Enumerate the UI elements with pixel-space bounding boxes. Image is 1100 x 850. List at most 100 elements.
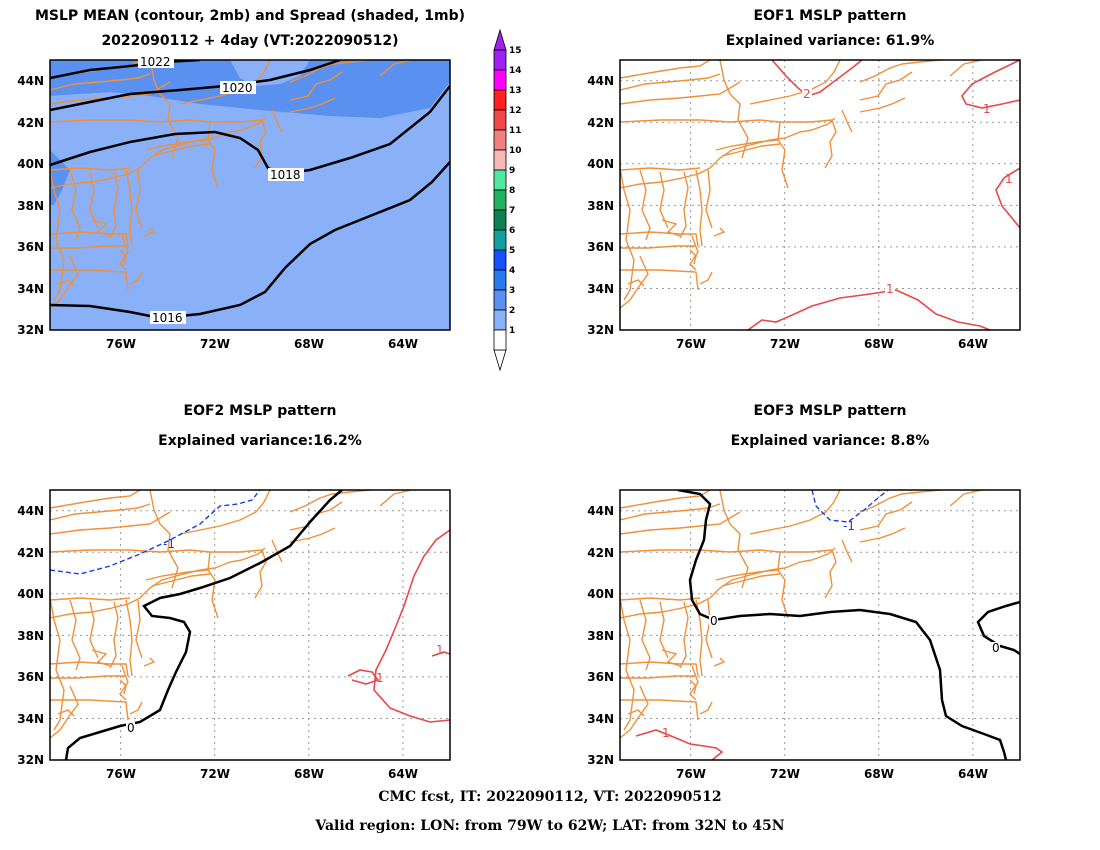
svg-text:68W: 68W xyxy=(294,337,324,351)
svg-text:72W: 72W xyxy=(200,767,230,781)
panel1-subtitle: 2022090112 + 4day (VT:2022090512) xyxy=(101,33,399,49)
colorbar-swatch xyxy=(493,269,507,291)
panel2-title: EOF1 MSLP pattern xyxy=(753,8,907,24)
colorbar-label: 4 xyxy=(509,266,515,276)
svg-text:-1: -1 xyxy=(843,519,855,533)
lat-axis-panel1: 44N 42N 40N 38N 36N 34N 32N xyxy=(17,74,44,337)
svg-text:38N: 38N xyxy=(17,629,44,643)
eof3-map: -1 0 0 1 xyxy=(619,489,1021,761)
colorbar-swatch xyxy=(493,229,507,251)
colorbar-swatch xyxy=(493,309,507,331)
eof2-contour-labels: -1 0 1 1 xyxy=(126,537,444,735)
svg-text:1020: 1020 xyxy=(222,81,253,95)
colorbar-swatch xyxy=(493,49,507,71)
svg-text:44N: 44N xyxy=(587,504,614,518)
svg-text:72W: 72W xyxy=(770,767,800,781)
colorbar-swatch xyxy=(493,169,507,191)
svg-text:40N: 40N xyxy=(587,587,614,601)
svg-text:68W: 68W xyxy=(864,767,894,781)
svg-text:68W: 68W xyxy=(864,337,894,351)
svg-text:36N: 36N xyxy=(587,670,614,684)
svg-text:64W: 64W xyxy=(388,767,418,781)
svg-text:34N: 34N xyxy=(17,282,44,296)
svg-text:64W: 64W xyxy=(958,767,988,781)
colorbar-swatch xyxy=(493,149,507,171)
colorbar-swatch xyxy=(493,249,507,271)
colorbar-label: 7 xyxy=(509,206,515,216)
panel2-subtitle: Explained variance: 61.9% xyxy=(725,33,935,49)
svg-text:44N: 44N xyxy=(17,504,44,518)
colorbar-label: 12 xyxy=(509,106,522,116)
eof1-contour-labels: 2 1 1 1 xyxy=(802,87,1013,296)
svg-text:34N: 34N xyxy=(587,282,614,296)
mslp-contours xyxy=(50,60,450,320)
svg-text:38N: 38N xyxy=(587,199,614,213)
lon-axis-panel2: 76W 72W 68W 64W xyxy=(676,337,988,351)
svg-text:44N: 44N xyxy=(17,74,44,88)
svg-text:72W: 72W xyxy=(770,337,800,351)
lon-axis-panel1: 76W 72W 68W 64W xyxy=(106,337,418,351)
svg-text:42N: 42N xyxy=(587,116,614,130)
spread-colorbar: 15 14 13 12 11 10 9 8 7 6 5 4 3 2 1 xyxy=(493,28,522,372)
colorbar-swatch xyxy=(493,109,507,131)
eof3-contour-labels: -1 0 0 1 xyxy=(662,519,1000,740)
lat-axis-panel3: 44N 42N 40N 38N 36N 34N 32N xyxy=(17,504,44,767)
svg-text:76W: 76W xyxy=(676,337,706,351)
lon-axis-panel4: 76W 72W 68W 64W xyxy=(676,767,988,781)
svg-text:1016: 1016 xyxy=(152,311,183,325)
colorbar-label: 5 xyxy=(509,246,515,256)
svg-text:42N: 42N xyxy=(587,546,614,560)
spread-fill-2mb-north xyxy=(230,60,310,86)
svg-text:0: 0 xyxy=(127,721,135,735)
svg-text:40N: 40N xyxy=(17,587,44,601)
svg-text:36N: 36N xyxy=(17,240,44,254)
colorbar-label: 2 xyxy=(509,306,515,316)
svg-text:32N: 32N xyxy=(17,323,44,337)
svg-text:72W: 72W xyxy=(200,337,230,351)
svg-text:32N: 32N xyxy=(587,323,614,337)
svg-text:1: 1 xyxy=(662,726,670,740)
footer-line2: Valid region: LON: from 79W to 62W; LAT:… xyxy=(315,818,785,834)
lat-axis-panel4: 44N 42N 40N 38N 36N 34N 32N xyxy=(587,504,614,767)
svg-text:76W: 76W xyxy=(106,767,136,781)
mslp-contour-labels: 1022 1020 1018 1016 xyxy=(138,55,304,325)
colorbar-swatch xyxy=(493,189,507,211)
svg-text:1018: 1018 xyxy=(270,168,301,182)
colorbar-swatch xyxy=(493,69,507,91)
svg-text:36N: 36N xyxy=(17,670,44,684)
colorbar-swatch xyxy=(493,329,507,351)
svg-text:34N: 34N xyxy=(17,712,44,726)
lat-axis-panel2: 44N 42N 40N 38N 36N 34N 32N xyxy=(587,74,614,337)
svg-text:64W: 64W xyxy=(388,337,418,351)
svg-text:36N: 36N xyxy=(587,240,614,254)
svg-text:76W: 76W xyxy=(676,767,706,781)
colorbar-swatch xyxy=(493,129,507,151)
svg-text:1: 1 xyxy=(886,282,894,296)
svg-text:1022: 1022 xyxy=(140,55,171,69)
svg-text:34N: 34N xyxy=(587,712,614,726)
svg-text:40N: 40N xyxy=(587,157,614,171)
panel3-title: EOF2 MSLP pattern xyxy=(183,403,337,419)
svg-text:1: 1 xyxy=(983,102,991,116)
colorbar-label: 13 xyxy=(509,86,522,96)
svg-text:1: 1 xyxy=(376,671,384,685)
colorbar-swatch xyxy=(493,289,507,311)
colorbar-label: 10 xyxy=(509,146,522,156)
colorbar-bottom-arrow xyxy=(493,349,507,372)
colorbar-label: 11 xyxy=(509,126,522,136)
eof1-map: 2 1 1 1 xyxy=(619,59,1021,331)
svg-text:1: 1 xyxy=(1005,172,1013,186)
svg-text:2: 2 xyxy=(803,87,811,101)
svg-text:-1: -1 xyxy=(163,537,175,551)
panel3-subtitle: Explained variance:16.2% xyxy=(158,433,362,449)
svg-text:0: 0 xyxy=(710,614,718,628)
mean-spread-map: 1022 1020 1018 1016 xyxy=(49,55,451,331)
svg-text:0: 0 xyxy=(992,641,1000,655)
svg-text:64W: 64W xyxy=(958,337,988,351)
colorbar-label: 14 xyxy=(509,66,522,76)
svg-text:44N: 44N xyxy=(587,74,614,88)
svg-text:38N: 38N xyxy=(587,629,614,643)
svg-text:40N: 40N xyxy=(17,157,44,171)
colorbar-label: 1 xyxy=(509,326,515,336)
svg-text:76W: 76W xyxy=(106,337,136,351)
